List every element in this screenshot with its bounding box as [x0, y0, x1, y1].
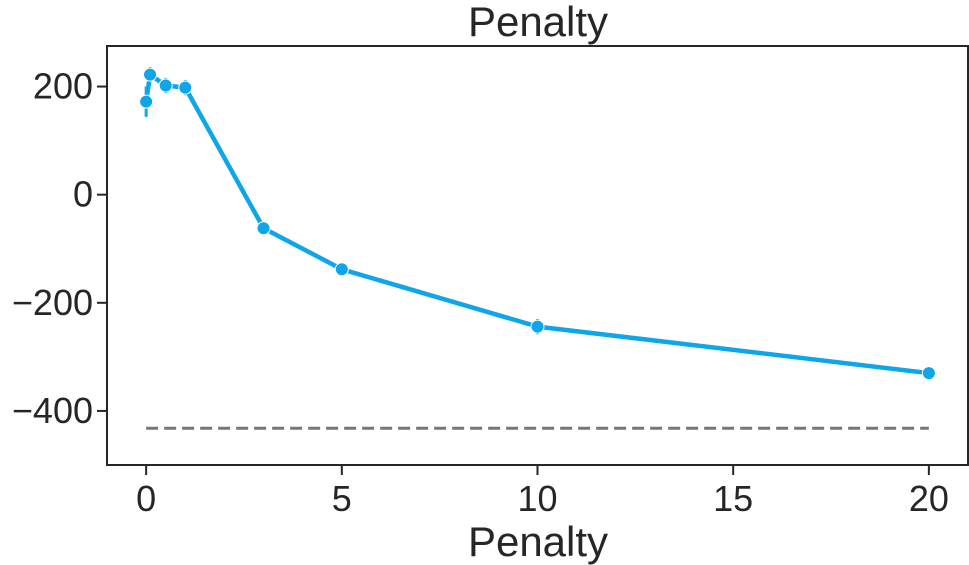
x-tick-label: 10: [517, 478, 557, 519]
data-point: [143, 67, 158, 82]
x-tick-label: 5: [332, 478, 352, 519]
series-layer: [139, 67, 936, 381]
x-tick-label: 15: [713, 478, 753, 519]
x-tick-label: 20: [909, 478, 949, 519]
data-point: [256, 221, 271, 236]
data-point: [530, 319, 545, 334]
y-tick-label: 0: [73, 174, 93, 215]
y-tick-label: −400: [12, 390, 93, 431]
x-axis: 0 5 10 15 20: [136, 465, 949, 519]
x-axis-label: Penalty: [468, 518, 608, 565]
data-point: [139, 94, 154, 109]
x-tick-label: 0: [136, 478, 156, 519]
chart-title: Penalty: [468, 0, 608, 45]
data-point: [334, 262, 349, 277]
y-axis: 200 0 −200 −400: [12, 66, 107, 431]
data-point: [178, 80, 193, 95]
y-tick-label: 200: [33, 66, 93, 107]
plot-frame: [106, 45, 969, 466]
data-point: [158, 78, 173, 93]
data-point: [921, 366, 936, 381]
y-tick-label: −200: [12, 282, 93, 323]
